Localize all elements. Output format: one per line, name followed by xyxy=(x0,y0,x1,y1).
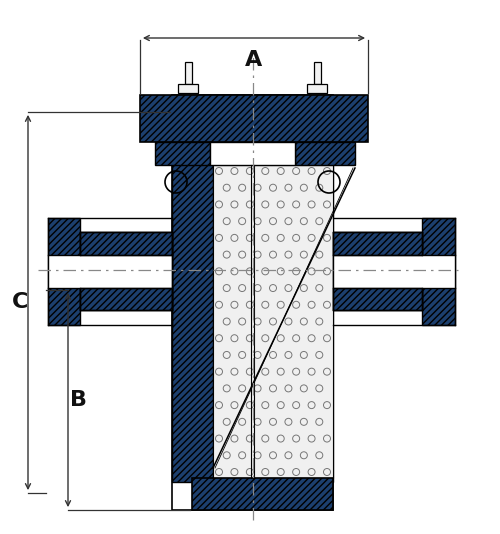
Bar xyxy=(307,84,327,93)
Bar xyxy=(314,62,321,84)
Bar xyxy=(80,232,172,310)
Bar xyxy=(48,218,80,325)
Polygon shape xyxy=(80,232,172,255)
Bar xyxy=(155,142,210,165)
Bar xyxy=(192,478,333,510)
Text: A: A xyxy=(246,50,262,70)
Bar xyxy=(172,95,333,510)
Polygon shape xyxy=(80,288,172,310)
Bar xyxy=(140,95,368,142)
Polygon shape xyxy=(333,288,422,310)
Text: C: C xyxy=(12,293,28,312)
Bar xyxy=(292,142,333,482)
Bar xyxy=(333,232,422,310)
Bar xyxy=(213,165,333,478)
Bar xyxy=(210,142,295,165)
Bar xyxy=(185,62,192,84)
Bar xyxy=(422,218,455,325)
Polygon shape xyxy=(333,232,422,255)
Bar xyxy=(295,142,355,165)
Bar xyxy=(213,142,292,482)
Bar xyxy=(80,255,172,288)
Bar xyxy=(48,255,80,288)
Bar xyxy=(178,84,198,93)
Bar xyxy=(422,255,455,288)
Bar xyxy=(172,142,213,482)
Text: B: B xyxy=(70,390,86,410)
Bar xyxy=(333,255,422,288)
